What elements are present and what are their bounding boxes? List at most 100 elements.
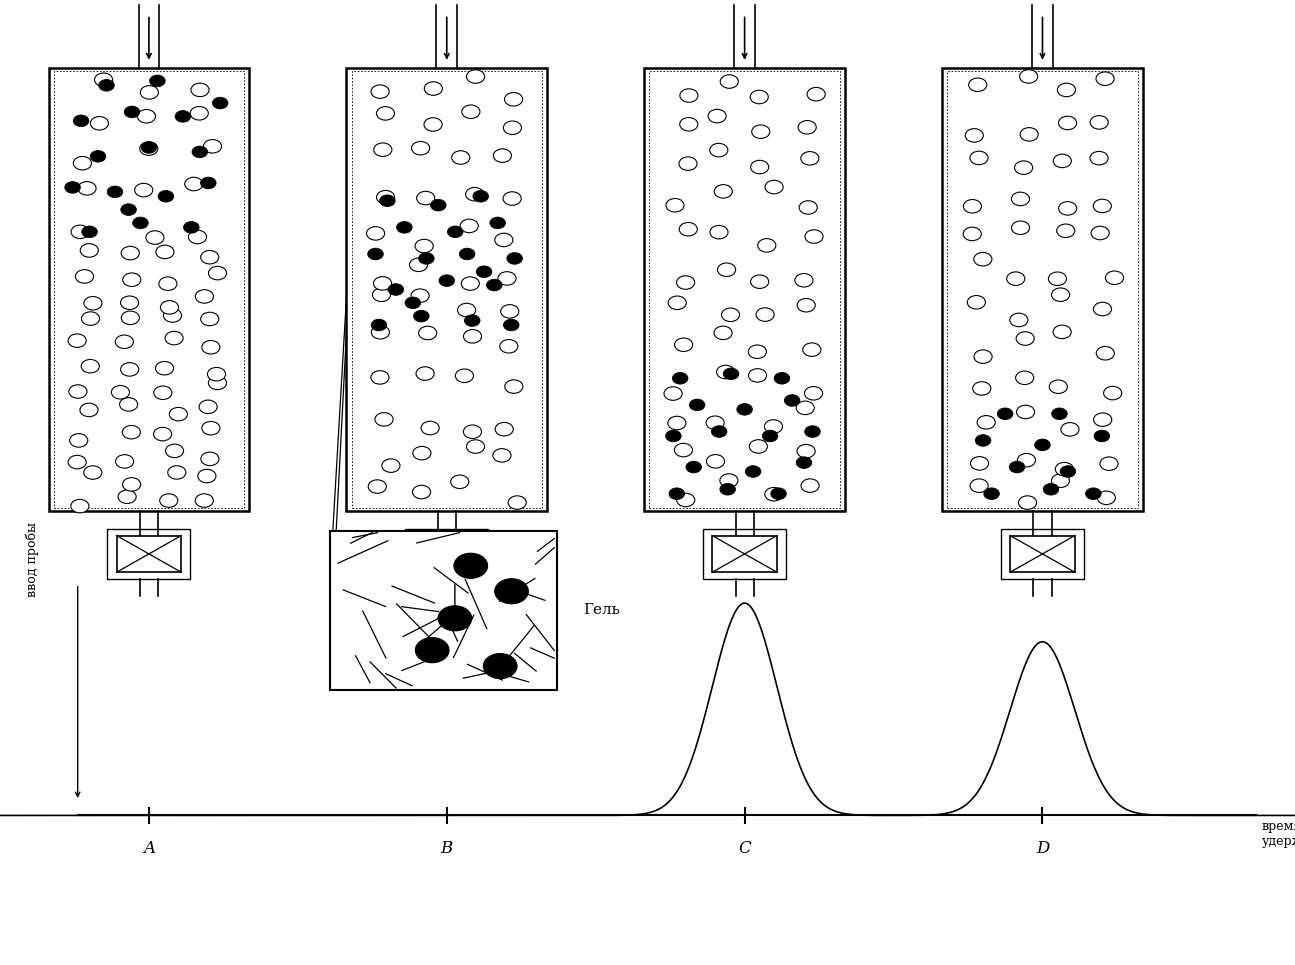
Circle shape	[368, 248, 383, 260]
Circle shape	[715, 184, 733, 198]
Circle shape	[963, 200, 982, 213]
Circle shape	[965, 128, 983, 142]
Circle shape	[749, 369, 767, 382]
Circle shape	[499, 272, 517, 286]
Circle shape	[1061, 423, 1079, 436]
Circle shape	[473, 190, 488, 202]
Circle shape	[796, 401, 815, 415]
Circle shape	[411, 289, 429, 302]
Circle shape	[75, 269, 93, 283]
Circle shape	[1019, 69, 1037, 83]
Circle shape	[1058, 116, 1076, 129]
Circle shape	[798, 298, 816, 312]
Circle shape	[708, 109, 726, 123]
Circle shape	[80, 244, 98, 258]
Circle shape	[716, 366, 734, 379]
Circle shape	[465, 315, 480, 326]
Bar	[330, 531, 557, 690]
Circle shape	[418, 253, 434, 264]
Circle shape	[1049, 380, 1067, 394]
Circle shape	[483, 653, 517, 678]
Circle shape	[1015, 372, 1033, 385]
Circle shape	[802, 479, 820, 492]
Circle shape	[82, 312, 100, 325]
Circle shape	[453, 553, 487, 578]
Circle shape	[501, 305, 519, 318]
Circle shape	[78, 181, 96, 195]
Circle shape	[1096, 72, 1114, 86]
Circle shape	[1044, 483, 1059, 495]
Circle shape	[495, 234, 513, 247]
Circle shape	[466, 440, 484, 454]
Circle shape	[756, 308, 774, 321]
Circle shape	[1092, 226, 1110, 239]
Circle shape	[1011, 221, 1030, 234]
Circle shape	[98, 79, 114, 91]
Circle shape	[804, 426, 820, 437]
Circle shape	[416, 638, 449, 663]
Bar	[644, 68, 844, 511]
Circle shape	[376, 413, 394, 427]
Circle shape	[107, 186, 123, 198]
Circle shape	[500, 340, 518, 353]
Circle shape	[388, 284, 404, 295]
Text: ввод пробы: ввод пробы	[26, 522, 39, 597]
Circle shape	[805, 230, 824, 243]
Circle shape	[122, 311, 140, 324]
Circle shape	[374, 143, 392, 156]
Circle shape	[372, 85, 390, 98]
Circle shape	[1093, 199, 1111, 212]
Circle shape	[1090, 152, 1109, 165]
Circle shape	[1049, 272, 1067, 286]
Circle shape	[967, 295, 985, 309]
Circle shape	[372, 325, 390, 339]
Circle shape	[448, 226, 464, 237]
Circle shape	[202, 341, 220, 354]
Circle shape	[462, 105, 480, 119]
Circle shape	[1014, 161, 1032, 175]
Circle shape	[412, 142, 430, 155]
Circle shape	[668, 296, 686, 310]
Circle shape	[460, 248, 475, 260]
Circle shape	[418, 326, 436, 340]
Circle shape	[978, 416, 996, 429]
Circle shape	[1017, 405, 1035, 419]
Circle shape	[1055, 462, 1074, 476]
Bar	[117, 536, 181, 572]
Circle shape	[710, 226, 728, 239]
Bar	[405, 529, 488, 579]
Circle shape	[439, 275, 455, 287]
Circle shape	[668, 416, 686, 429]
Circle shape	[82, 226, 97, 237]
Circle shape	[751, 160, 769, 174]
Circle shape	[119, 398, 137, 411]
Circle shape	[1018, 454, 1036, 467]
Circle shape	[707, 455, 725, 468]
Circle shape	[159, 494, 177, 508]
Circle shape	[417, 191, 435, 205]
Circle shape	[664, 387, 682, 400]
Circle shape	[686, 461, 702, 473]
Circle shape	[679, 157, 697, 171]
Bar	[49, 68, 249, 511]
Circle shape	[208, 376, 227, 390]
Circle shape	[164, 331, 183, 345]
Circle shape	[123, 273, 141, 287]
Circle shape	[198, 469, 216, 482]
Circle shape	[764, 420, 782, 433]
Circle shape	[184, 222, 199, 234]
Text: время
удерживания: время удерживания	[1261, 820, 1295, 848]
Circle shape	[69, 334, 87, 347]
Circle shape	[208, 266, 227, 280]
Circle shape	[975, 434, 991, 446]
Text: Гель: Гель	[583, 603, 619, 618]
Circle shape	[749, 345, 767, 358]
Circle shape	[84, 296, 102, 310]
Circle shape	[70, 433, 88, 447]
Circle shape	[430, 200, 445, 211]
Circle shape	[477, 266, 492, 278]
Circle shape	[758, 238, 776, 252]
Circle shape	[168, 466, 186, 480]
Circle shape	[1106, 271, 1124, 285]
Circle shape	[763, 430, 778, 442]
